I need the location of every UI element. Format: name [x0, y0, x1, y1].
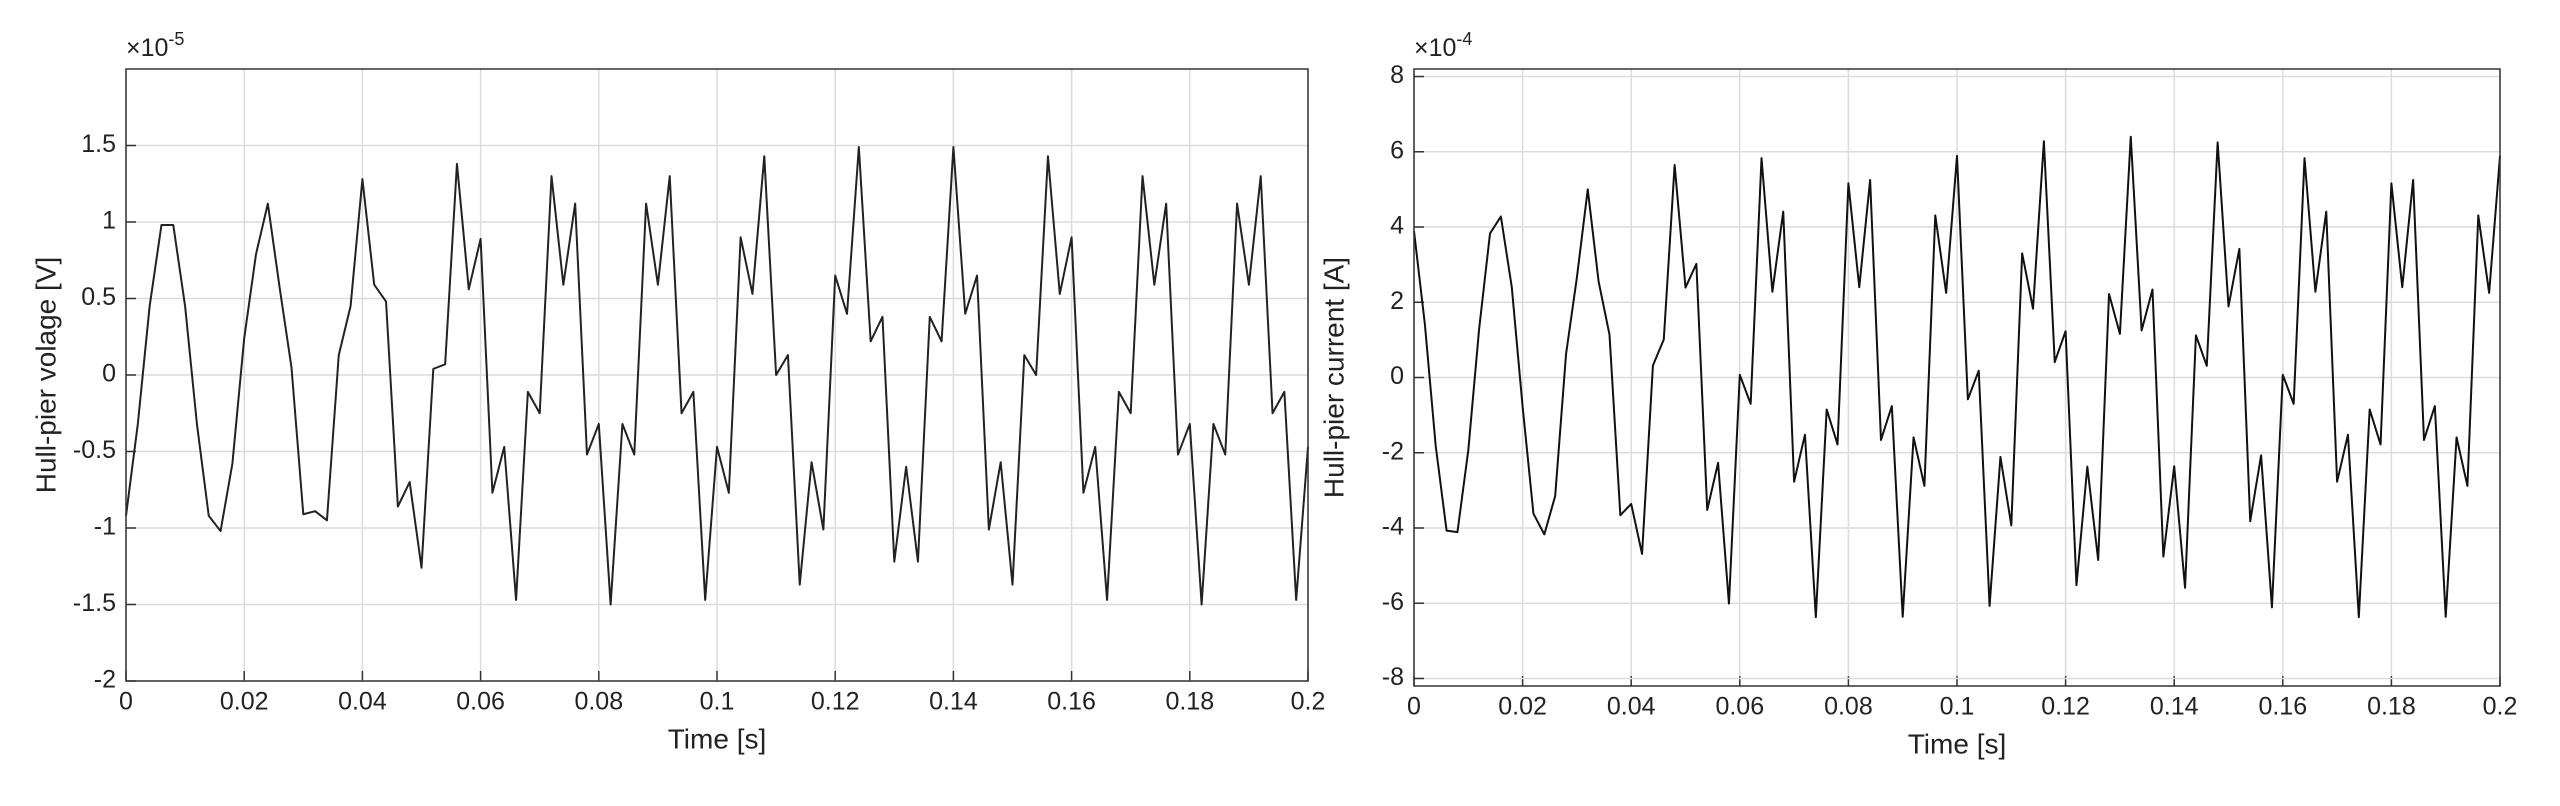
- axes-box: [125, 68, 1309, 682]
- y-tick-label: 6: [1390, 136, 1404, 164]
- x-tick-label: 0.04: [1607, 693, 1656, 721]
- y-tick-label: 2: [1390, 287, 1404, 315]
- x-tick-label: 0: [1407, 693, 1421, 721]
- x-tick-label: 0.02: [1498, 693, 1547, 721]
- x-tick-label: 0.02: [220, 688, 269, 716]
- y-axis-label: Hull-pier current [A]: [1318, 257, 1349, 498]
- y-tick-label: -4: [1382, 513, 1404, 541]
- multiplier-exponent: -5: [168, 29, 184, 49]
- y-axis-label: Hull-pier volage [V]: [30, 257, 61, 494]
- x-tick-label: 0.08: [1824, 693, 1873, 721]
- y-tick-label: -1: [94, 513, 116, 541]
- y-tick-label: -2: [1382, 437, 1404, 465]
- x-tick-label: 0.14: [929, 688, 978, 716]
- x-tick-label: 0.12: [811, 688, 860, 716]
- y-tick-label: -1.5: [73, 589, 116, 617]
- y-tick-label: -2: [94, 666, 116, 694]
- y-tick-label: 1: [102, 207, 116, 235]
- y-tick-label: 8: [1390, 61, 1404, 89]
- x-tick-label: 0.16: [1047, 688, 1096, 716]
- y-tick-label: -8: [1382, 663, 1404, 691]
- data-line: [1413, 135, 2501, 619]
- x-tick-label: 0.06: [456, 688, 505, 716]
- x-tick-label: 0.2: [1291, 688, 1326, 716]
- x-tick-label: 0.08: [574, 688, 623, 716]
- x-tick-label: 0.1: [700, 688, 735, 716]
- axes-box: [1413, 68, 2501, 687]
- y-tick-label: 0.5: [81, 283, 116, 311]
- x-tick-label: 0.04: [338, 688, 387, 716]
- y-tick-label: 1.5: [81, 130, 116, 158]
- x-axis-label: Time [s]: [668, 723, 767, 754]
- multiplier-base: ×10: [126, 34, 168, 62]
- multiplier-exponent: -4: [1456, 29, 1472, 49]
- axis-multiplier: ×10-5: [126, 29, 184, 62]
- y-tick-label: -0.5: [73, 436, 116, 464]
- x-tick-label: 0.18: [1165, 688, 1214, 716]
- multiplier-base: ×10: [1414, 34, 1456, 62]
- x-tick-label: 0.16: [2258, 693, 2307, 721]
- data-line: [125, 146, 1309, 606]
- y-tick-label: 0: [1390, 362, 1404, 390]
- x-tick-label: 0.06: [1715, 693, 1764, 721]
- y-tick-label: -6: [1382, 588, 1404, 616]
- x-tick-label: 0.12: [2041, 693, 2090, 721]
- x-tick-label: 0.14: [2150, 693, 2199, 721]
- y-tick-label: 4: [1390, 212, 1404, 240]
- x-tick-label: 0.2: [2483, 693, 2518, 721]
- x-tick-label: 0.1: [1940, 693, 1975, 721]
- y-tick-label: 0: [102, 360, 116, 388]
- x-axis-label: Time [s]: [1908, 728, 2007, 759]
- x-tick-label: 0: [119, 688, 133, 716]
- x-tick-label: 0.18: [2367, 693, 2416, 721]
- axis-multiplier: ×10-4: [1414, 29, 1472, 62]
